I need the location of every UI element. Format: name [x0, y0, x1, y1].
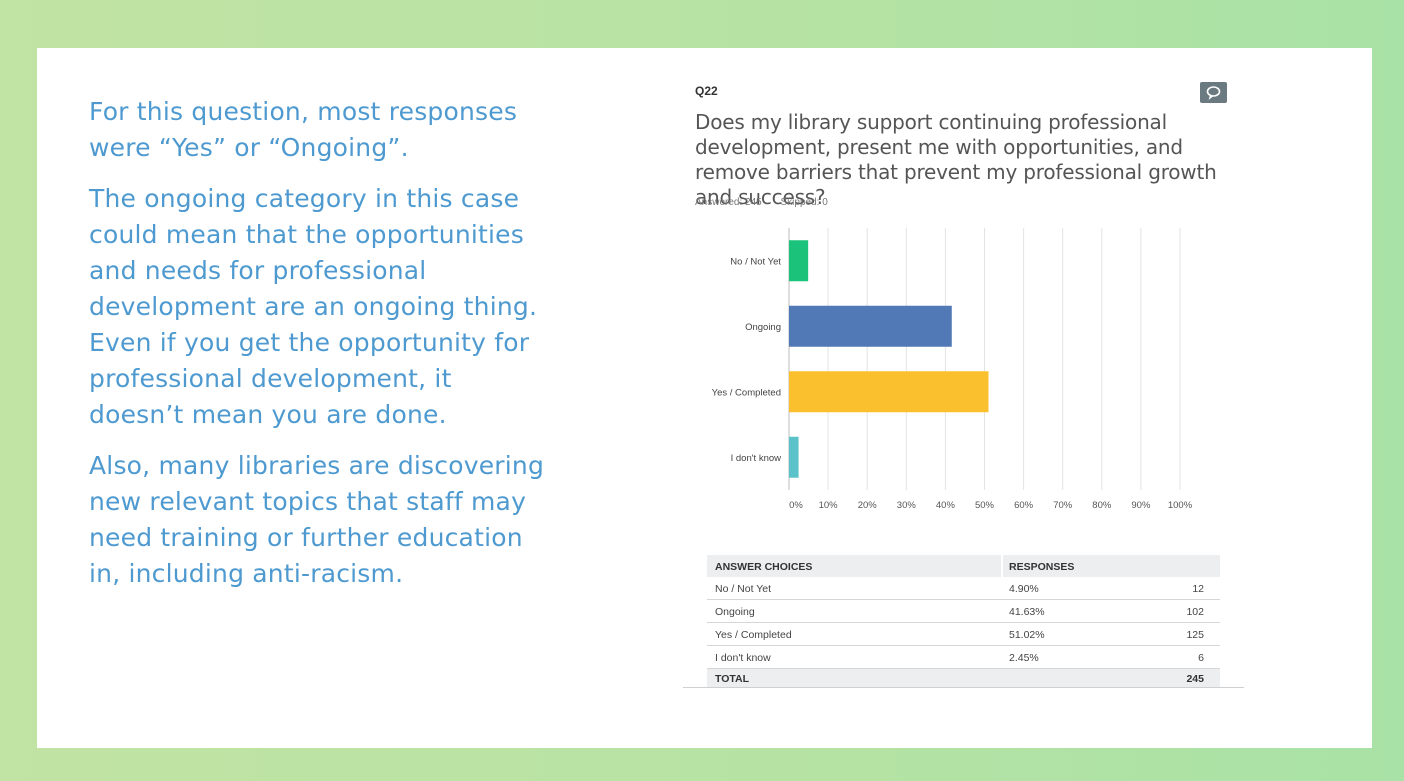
- bar: [789, 240, 809, 282]
- bar: [789, 436, 799, 478]
- total-label: TOTAL: [715, 673, 750, 685]
- question-number: Q22: [695, 84, 718, 98]
- total-count: 245: [1186, 673, 1204, 685]
- question-title: Does my library support continuing profe…: [695, 110, 1217, 209]
- x-tick-label: 40%: [936, 500, 956, 511]
- x-tick-label: 50%: [975, 500, 995, 511]
- x-tick-label: 10%: [819, 500, 839, 511]
- row-choice: Ongoing: [715, 606, 755, 618]
- x-tick-label: 80%: [1092, 500, 1112, 511]
- x-tick-label: 20%: [858, 500, 878, 511]
- table-row: Yes / Completed 51.02% 125: [707, 623, 1220, 646]
- speech-bubble-icon: [1206, 86, 1221, 100]
- table-bottom-rule: [683, 687, 1244, 688]
- row-choice: No / Not Yet: [715, 583, 772, 595]
- row-percent: 2.45%: [1009, 652, 1039, 664]
- x-tick-label: 0%: [789, 500, 803, 511]
- category-label: No / Not Yet: [730, 256, 781, 267]
- category-label: I don't know: [731, 453, 782, 464]
- bar: [789, 371, 989, 413]
- x-tick-label: 60%: [1014, 500, 1034, 511]
- header-divider: [1001, 555, 1003, 577]
- responses-table: ANSWER CHOICES RESPONSES No / Not Yet 4.…: [707, 555, 1220, 687]
- notes-paragraph-3: Also, many libraries are discovering new…: [89, 451, 545, 588]
- table-row: Ongoing 41.63% 102: [707, 600, 1220, 623]
- answered-count: Answered: 245: [695, 197, 762, 208]
- table-total-row: TOTAL 245: [707, 669, 1220, 687]
- comment-button[interactable]: [1200, 82, 1227, 103]
- category-label: Yes / Completed: [712, 387, 781, 398]
- table-row: I don't know 2.45% 6: [707, 646, 1220, 669]
- x-tick-label: 90%: [1131, 500, 1151, 511]
- row-count: 125: [1186, 629, 1204, 641]
- row-count: 12: [1192, 583, 1204, 595]
- response-stats: Answered: 245 Skipped: 0: [695, 197, 844, 208]
- row-percent: 41.63%: [1009, 606, 1045, 618]
- speaker-notes: For this question, most responses were “…: [89, 94, 549, 607]
- bar: [789, 305, 952, 347]
- row-count: 6: [1198, 652, 1204, 664]
- header-answer-choices: ANSWER CHOICES: [715, 561, 813, 573]
- x-tick-label: 70%: [1053, 500, 1073, 511]
- notes-paragraph-1: For this question, most responses were “…: [89, 97, 518, 162]
- slide: [37, 48, 1372, 748]
- row-choice: I don't know: [715, 652, 771, 664]
- row-percent: 51.02%: [1009, 629, 1045, 641]
- row-percent: 4.90%: [1009, 583, 1039, 595]
- notes-paragraph-2: The ongoing category in this case could …: [89, 184, 538, 429]
- row-choice: Yes / Completed: [715, 629, 792, 641]
- category-label: Ongoing: [745, 322, 781, 333]
- row-count: 102: [1186, 606, 1204, 618]
- x-tick-label: 100%: [1168, 500, 1193, 511]
- header-responses: RESPONSES: [1009, 561, 1075, 573]
- table-header: ANSWER CHOICES RESPONSES: [707, 555, 1220, 577]
- x-tick-label: 30%: [897, 500, 917, 511]
- table-row: No / Not Yet 4.90% 12: [707, 577, 1220, 600]
- skipped-count: Skipped: 0: [780, 197, 828, 208]
